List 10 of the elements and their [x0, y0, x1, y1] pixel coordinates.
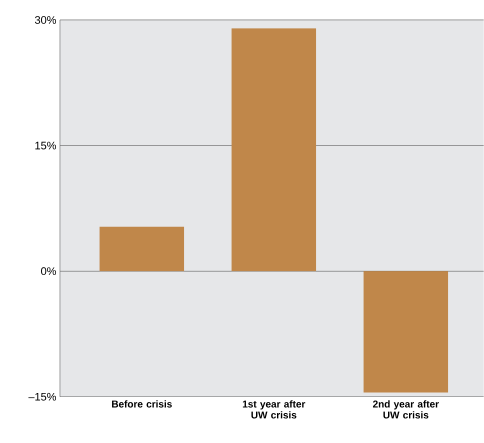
bar: [364, 271, 448, 393]
x-tick-label: Before crisis: [112, 400, 172, 408]
x-tick-label: 1st year after UW crisis: [242, 400, 306, 419]
y-tick-label: 0%: [41, 267, 56, 276]
y-tick-label: –15%: [28, 393, 56, 401]
y-tick-label: 30%: [34, 16, 56, 24]
bar: [232, 28, 316, 272]
y-tick-label: 15%: [35, 142, 56, 150]
bar: [100, 226, 184, 272]
x-tick-label: 2nd year after UW crisis: [372, 400, 439, 419]
